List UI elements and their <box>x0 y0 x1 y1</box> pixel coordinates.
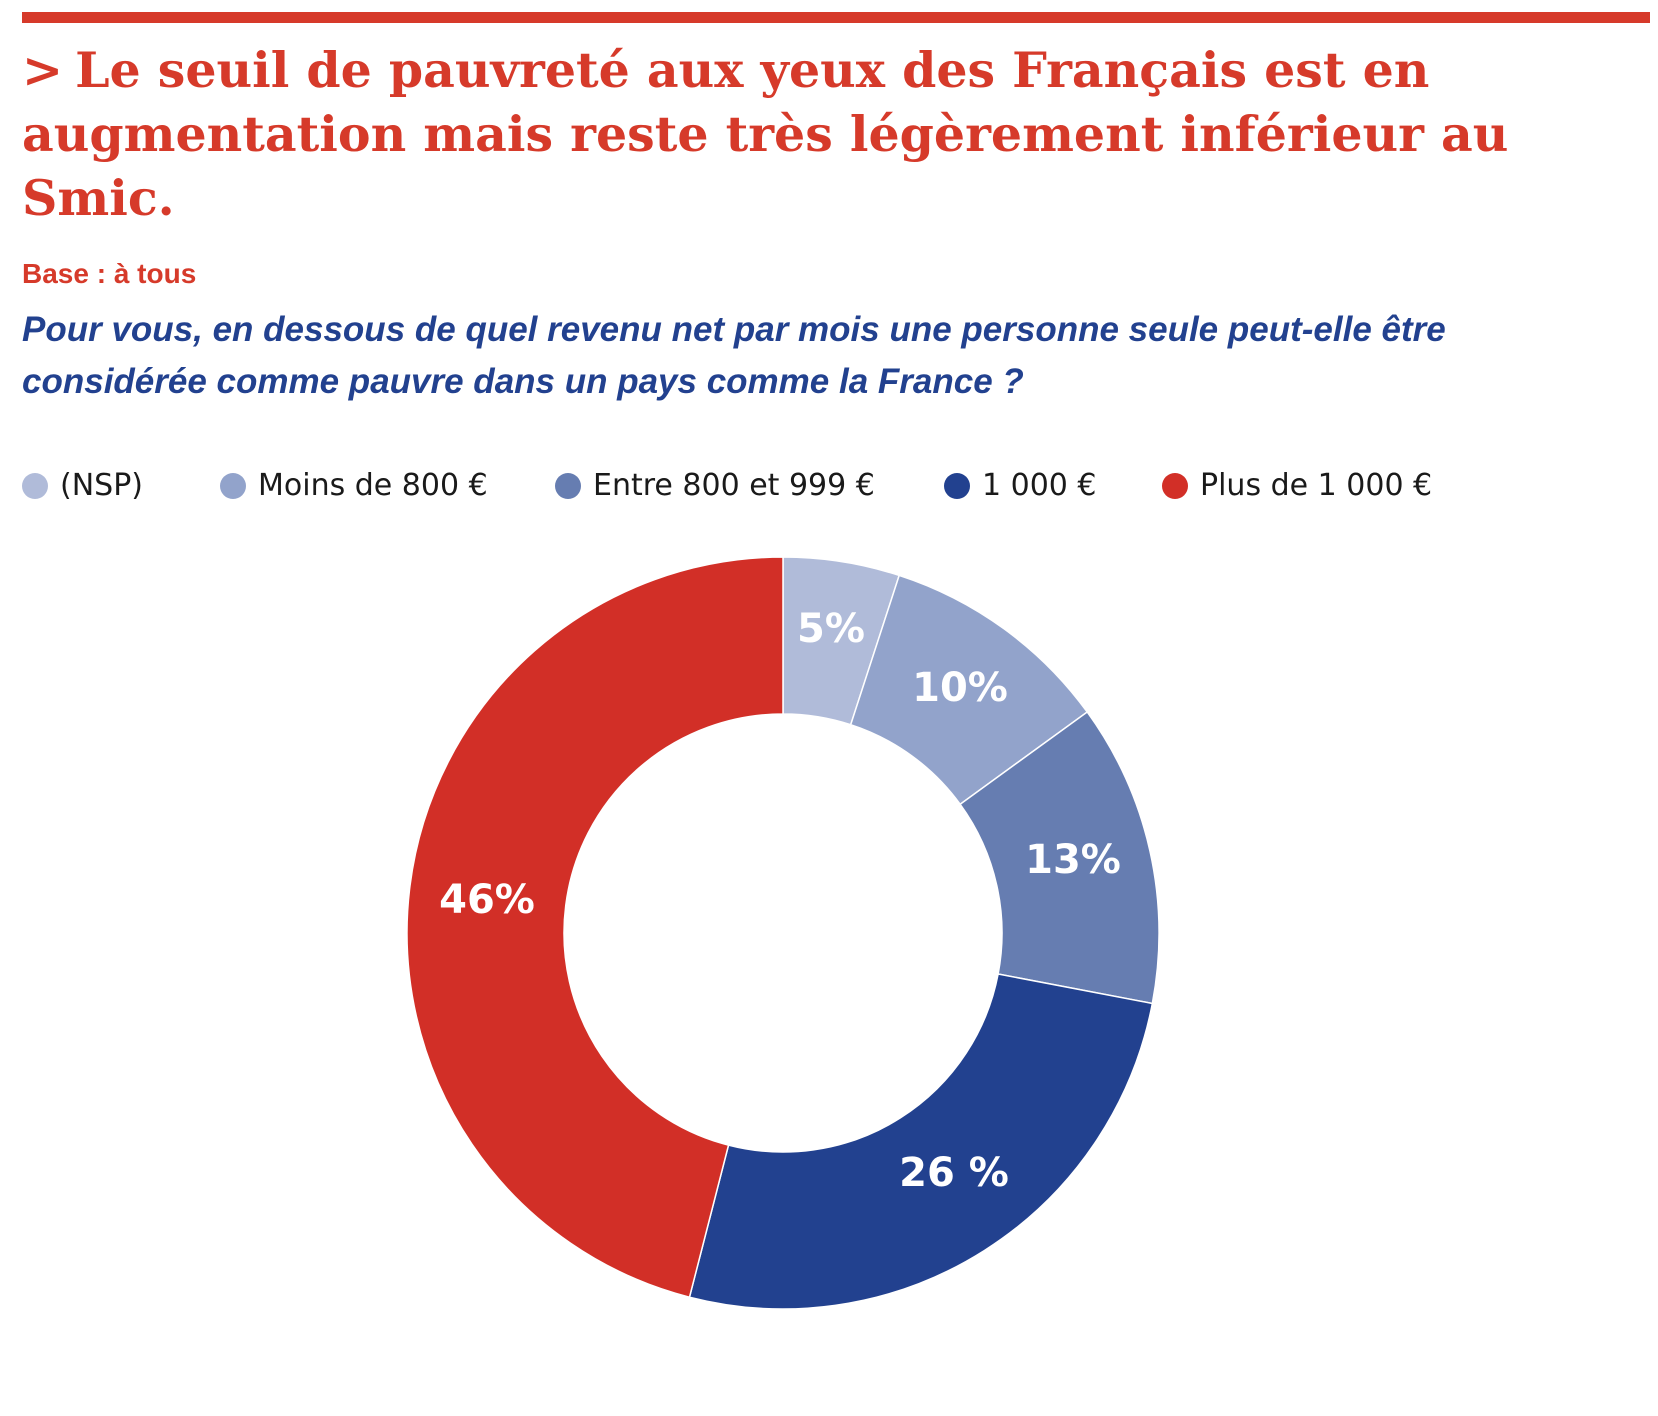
legend-swatch <box>220 472 246 499</box>
legend-label: Plus de 1 000 € <box>1200 468 1433 503</box>
headline-text: Le seuil de pauvreté aux yeux des França… <box>22 41 1509 227</box>
legend-item-1000: 1 000 € <box>944 468 1097 503</box>
chart-legend: (NSP) Moins de 800 € Entre 800 et 999 € … <box>22 468 1642 508</box>
legend-swatch <box>1162 472 1188 499</box>
top-rule <box>22 12 1650 23</box>
slice-value-label: 13% <box>1025 837 1121 883</box>
donut-slice <box>849 574 1089 806</box>
slice-value-label: 46% <box>439 877 535 923</box>
donut-slice <box>406 556 784 1299</box>
legend-swatch <box>22 472 48 499</box>
legend-swatch <box>944 472 970 499</box>
legend-label: Moins de 800 € <box>258 468 488 503</box>
donut-slice <box>782 556 901 726</box>
donut-slice <box>688 973 1154 1310</box>
base-note: Base : à tous <box>22 258 197 289</box>
page-title: > Le seuil de pauvreté aux yeux des Franç… <box>22 38 1622 230</box>
legend-item-moins-800: Moins de 800 € <box>220 468 488 503</box>
chevron-right-icon: > <box>22 41 64 99</box>
legend-item-800-999: Entre 800 et 999 € <box>555 468 875 503</box>
legend-label: 1 000 € <box>982 468 1097 503</box>
legend-label: Entre 800 et 999 € <box>593 468 875 503</box>
slice-value-label: 5% <box>797 606 865 652</box>
donut-slice <box>959 710 1160 1005</box>
slice-value-label: 10% <box>912 665 1008 711</box>
legend-swatch <box>555 472 581 499</box>
survey-question: Pour vous, en dessous de quel revenu net… <box>22 310 1446 401</box>
slice-value-label: 26 % <box>899 1150 1009 1196</box>
legend-item-plus-1000: Plus de 1 000 € <box>1162 468 1432 503</box>
legend-item-nsp: (NSP) <box>22 468 143 503</box>
legend-label: (NSP) <box>60 468 143 503</box>
